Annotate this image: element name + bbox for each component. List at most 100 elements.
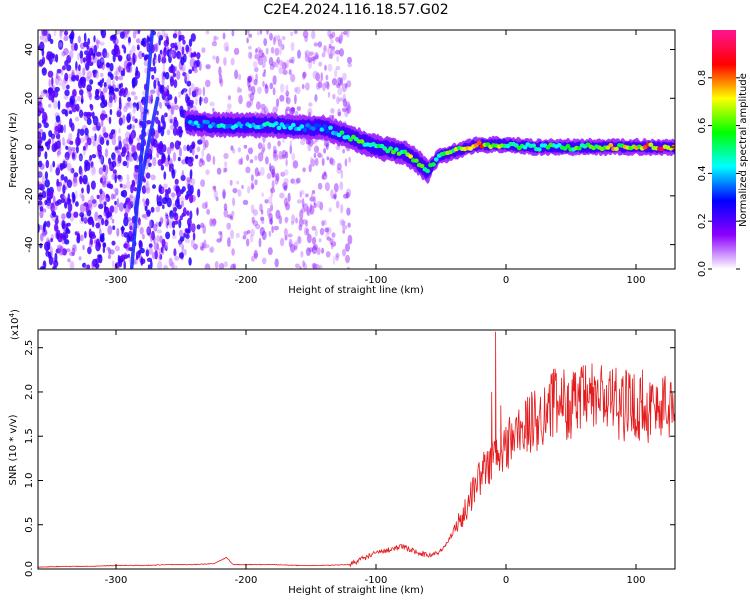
- noise-speck: [294, 94, 297, 105]
- noise-speck: [291, 220, 294, 226]
- noise-speck: [76, 52, 80, 61]
- noise-speck: [329, 237, 335, 244]
- noise-speck: [190, 52, 194, 59]
- noise-speck: [123, 252, 128, 258]
- ridge-core: [290, 122, 296, 128]
- noise-speck: [230, 145, 234, 151]
- noise-speck: [327, 30, 332, 38]
- noise-speck: [132, 102, 137, 108]
- noise-speck: [38, 181, 43, 189]
- noise-speck: [60, 124, 64, 134]
- noise-speck: [132, 105, 136, 114]
- noise-speck: [284, 216, 288, 224]
- noise-speck: [125, 90, 130, 98]
- noise-speck: [139, 106, 145, 114]
- noise-speck: [156, 229, 163, 234]
- noise-speck: [196, 207, 199, 216]
- x-tick-label: -300: [105, 575, 128, 586]
- noise-speck: [82, 174, 88, 185]
- noise-speck: [118, 140, 122, 150]
- noise-speck: [59, 30, 63, 40]
- noise-speck: [274, 47, 280, 56]
- noise-speck: [39, 206, 44, 212]
- noise-speck: [153, 242, 159, 252]
- noise-speck: [89, 79, 94, 85]
- noise-speck: [101, 95, 105, 103]
- noise-speck: [157, 53, 161, 64]
- noise-speck: [114, 145, 120, 154]
- noise-speck: [184, 156, 190, 164]
- noise-speck: [270, 217, 273, 226]
- noise-speck: [266, 172, 272, 180]
- noise-speck: [174, 178, 179, 185]
- noise-speck: [209, 247, 214, 253]
- noise-speck: [135, 251, 141, 259]
- noise-speck: [112, 92, 116, 101]
- noise-speck: [170, 42, 176, 49]
- noise-speck: [78, 155, 83, 161]
- noise-speck: [184, 89, 187, 98]
- noise-speck: [148, 219, 152, 229]
- noise-speck: [161, 76, 165, 86]
- noise-speck: [113, 187, 119, 193]
- noise-speck: [126, 113, 131, 124]
- noise-speck: [62, 65, 66, 71]
- noise-speck: [188, 69, 193, 74]
- noise-speck: [69, 251, 75, 257]
- noise-speck: [64, 201, 68, 209]
- noise-speck: [65, 101, 71, 108]
- noise-speck: [78, 165, 83, 175]
- noise-speck: [190, 223, 196, 233]
- noise-speck: [163, 72, 166, 77]
- noise-speck: [93, 44, 98, 54]
- noise-speck: [153, 224, 158, 232]
- noise-speck: [41, 119, 47, 124]
- noise-speck: [259, 216, 265, 221]
- noise-speck: [56, 140, 61, 150]
- noise-speck: [64, 157, 69, 165]
- noise-speck: [246, 101, 252, 108]
- noise-speck: [133, 187, 138, 192]
- noise-speck: [213, 35, 217, 44]
- noise-speck: [308, 54, 312, 59]
- snr-scale-prefix: (x10: [10, 317, 21, 340]
- noise-speck: [66, 211, 72, 219]
- noise-speck: [38, 131, 42, 140]
- noise-speck: [165, 189, 168, 194]
- noise-speck: [164, 212, 168, 217]
- noise-speck: [153, 53, 157, 61]
- noise-speck: [280, 171, 286, 177]
- noise-speck: [50, 202, 55, 213]
- noise-speck: [160, 217, 164, 224]
- noise-speck: [90, 135, 96, 141]
- noise-speck: [330, 46, 336, 50]
- noise-speck: [39, 212, 43, 219]
- noise-speck: [136, 38, 141, 44]
- noise-speck: [48, 87, 51, 93]
- noise-speck: [67, 74, 72, 79]
- noise-speck: [39, 94, 43, 104]
- ridge-core: [431, 162, 436, 167]
- noise-speck: [67, 162, 72, 172]
- noise-speck: [132, 77, 138, 87]
- noise-speck: [307, 57, 313, 63]
- noise-speck: [251, 85, 256, 96]
- noise-speck: [211, 41, 218, 47]
- noise-speck: [66, 54, 72, 64]
- noise-speck: [335, 36, 341, 43]
- spectrogram-frame: [37, 29, 676, 270]
- noise-speck: [42, 35, 49, 43]
- noise-speck: [99, 195, 105, 205]
- y-tick-label: 0: [24, 144, 35, 150]
- noise-speck: [243, 144, 248, 149]
- noise-speck: [325, 143, 329, 150]
- noise-speck: [41, 67, 47, 76]
- noise-speck: [65, 227, 70, 234]
- noise-speck: [227, 95, 231, 101]
- noise-speck: [253, 252, 259, 258]
- noise-speck: [110, 129, 116, 135]
- noise-speck: [95, 89, 100, 96]
- noise-speck: [214, 36, 219, 41]
- noise-speck: [106, 211, 113, 218]
